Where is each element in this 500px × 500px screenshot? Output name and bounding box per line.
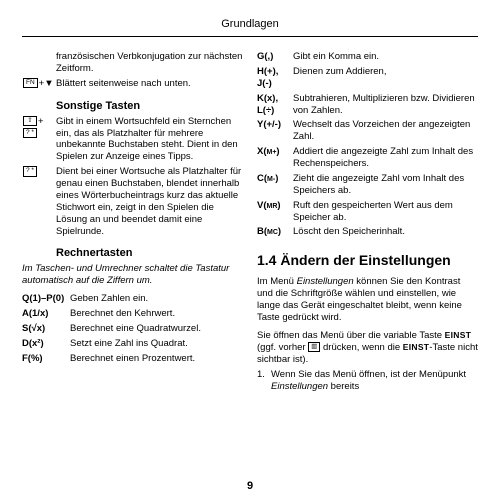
menu-icon: ▥ bbox=[308, 342, 320, 353]
calc-key-row: H(+), J(-)Dienen zum Addieren, bbox=[257, 66, 478, 90]
calc-key-label: S(√x) bbox=[22, 323, 70, 335]
right-column: G(,)Gibt ein Komma ein.H(+), J(-)Dienen … bbox=[257, 51, 478, 476]
calc-key-row: D(x²)Setzt eine Zahl ins Quadrat. bbox=[22, 338, 243, 350]
key-shift-qmark: ⇧+? * bbox=[22, 116, 56, 140]
calc-key-row: Q(1)–P(0)Geben Zahlen ein. bbox=[22, 293, 243, 305]
calc-key-row: K(x), L(÷)Subtrahieren, Multiplizieren b… bbox=[257, 93, 478, 117]
calc-key-label: C(M-) bbox=[257, 173, 293, 185]
calc-key-label: Y(+/-) bbox=[257, 119, 293, 131]
settings-para1: Im Menü Einstellungen können Sie den Kon… bbox=[257, 276, 478, 324]
calc-key-row: B(MC)Löscht den Speicherinhalt. bbox=[257, 226, 478, 238]
calc-key-desc: Zieht die angezeigte Zahl vom Inhalt des… bbox=[293, 173, 478, 197]
calc-key-desc: Ruft den gespeicherten Wert aus dem Spei… bbox=[293, 200, 478, 224]
calc-key-row: F(%)Berechnet einen Prozentwert. bbox=[22, 353, 243, 365]
page-number: 9 bbox=[22, 480, 478, 492]
calc-key-desc: Berechnet den Kehrwert. bbox=[70, 308, 243, 320]
calc-note: Im Taschen- und Umrechner schaltet die T… bbox=[22, 263, 243, 287]
calc-key-desc: Berechnet eine Quadratwurzel. bbox=[70, 323, 243, 335]
calc-key-label: D(x²) bbox=[22, 338, 70, 350]
section-1-4-heading: 1.4 Ändern der Einstellungen bbox=[257, 252, 478, 268]
key-fn-down: FN+▼ bbox=[22, 78, 56, 90]
calc-key-desc: Addiert die angezeigte Zahl zum Inhalt d… bbox=[293, 146, 478, 170]
calc-key-label: B(MC) bbox=[257, 226, 293, 238]
calc-key-label: A(1/x) bbox=[22, 308, 70, 320]
calc-key-desc: Subtrahieren, Multiplizieren bzw. Dividi… bbox=[293, 93, 478, 117]
calc-key-label: H(+), J(-) bbox=[257, 66, 293, 90]
calc-key-label: V(MR) bbox=[257, 200, 293, 212]
shift-qmark-text: Gibt in einem Wortsuchfeld ein Sternchen… bbox=[56, 116, 243, 164]
calc-key-row: G(,)Gibt ein Komma ein. bbox=[257, 51, 478, 63]
settings-para2: Sie öffnen das Menü über die variable Ta… bbox=[257, 330, 478, 366]
calc-key-label: X(M+) bbox=[257, 146, 293, 158]
calc-key-desc: Gibt ein Komma ein. bbox=[293, 51, 478, 63]
left-column: französischen Verbkonjugation zur nächst… bbox=[22, 51, 243, 476]
calc-key-desc: Löscht den Speicherinhalt. bbox=[293, 226, 478, 238]
calc-key-row: S(√x)Berechnet eine Quadratwurzel. bbox=[22, 323, 243, 335]
calc-key-row: X(M+)Addiert die angezeigte Zahl zum Inh… bbox=[257, 146, 478, 170]
calc-key-label: Q(1)–P(0) bbox=[22, 293, 70, 305]
calc-key-label: G(,) bbox=[257, 51, 293, 63]
page-header: Grundlagen bbox=[22, 18, 478, 37]
calc-key-desc: Wechselt das Vorzeichen der angezeigten … bbox=[293, 119, 478, 143]
calc-key-label: K(x), L(÷) bbox=[257, 93, 293, 117]
calc-key-row: V(MR)Ruft den gespeicherten Wert aus dem… bbox=[257, 200, 478, 224]
step-1: 1. Wenn Sie das Menü öffnen, ist der Men… bbox=[257, 369, 478, 393]
qmark-text: Dient bei einer Wortsuche als Platzhalte… bbox=[56, 166, 243, 237]
calc-key-desc: Setzt eine Zahl ins Quadrat. bbox=[70, 338, 243, 350]
calc-key-row: Y(+/-)Wechselt das Vorzeichen der angeze… bbox=[257, 119, 478, 143]
calc-key-desc: Geben Zahlen ein. bbox=[70, 293, 243, 305]
calc-key-desc: Berechnet einen Prozentwert. bbox=[70, 353, 243, 365]
section-other-keys: Sonstige Tasten bbox=[56, 100, 243, 112]
calc-key-desc: Dienen zum Addieren, bbox=[293, 66, 478, 78]
key-qmark: ? * bbox=[22, 166, 56, 178]
fn-down-text: Blättert seitenweise nach unten. bbox=[56, 78, 243, 90]
calc-key-label: F(%) bbox=[22, 353, 70, 365]
calc-key-row: A(1/x)Berechnet den Kehrwert. bbox=[22, 308, 243, 320]
verb-continuation: französischen Verbkonjugation zur nächst… bbox=[56, 51, 243, 75]
calc-key-row: C(M-)Zieht die angezeigte Zahl vom Inhal… bbox=[257, 173, 478, 197]
section-calc-keys: Rechnertasten bbox=[56, 247, 243, 259]
